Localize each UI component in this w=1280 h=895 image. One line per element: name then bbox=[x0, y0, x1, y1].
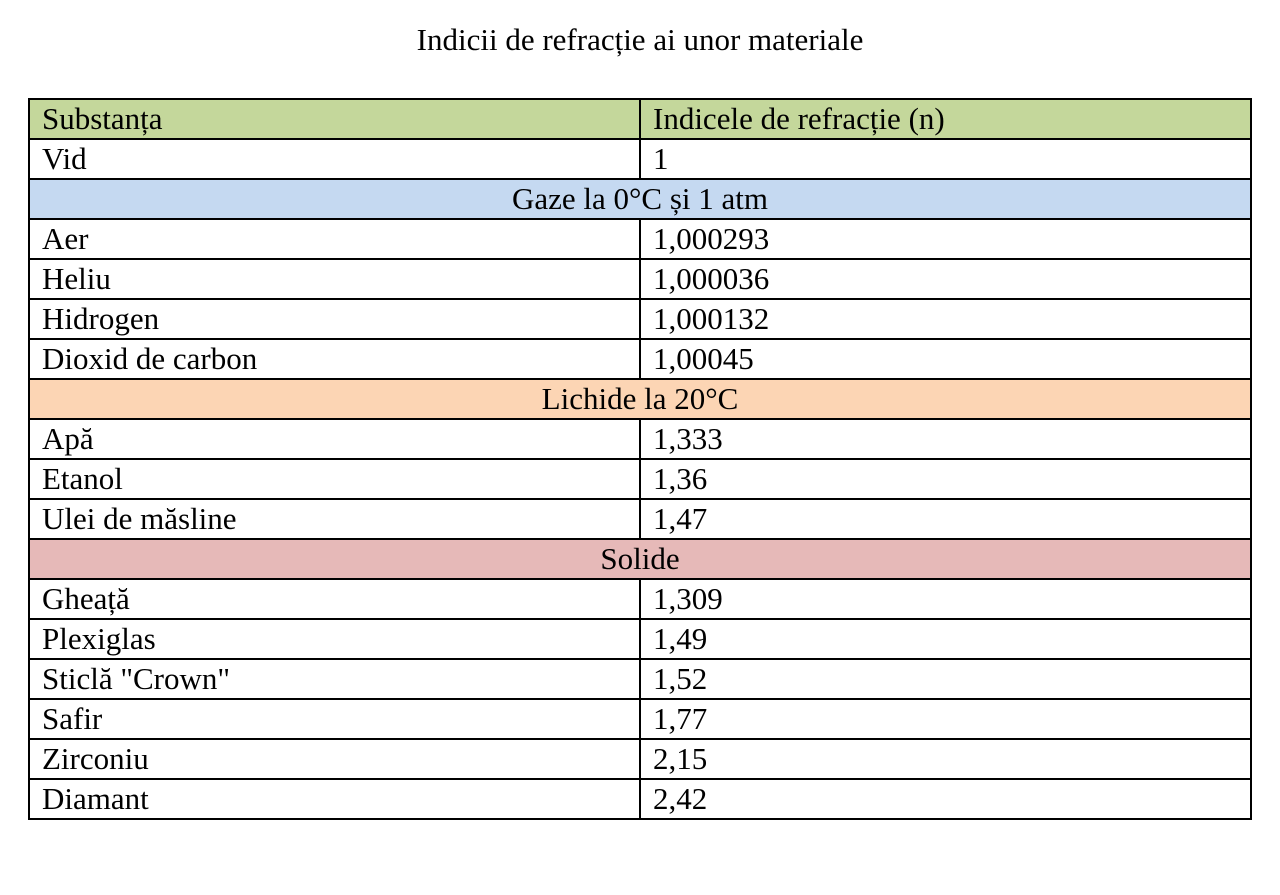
table-row: Aer 1,000293 bbox=[28, 218, 1252, 260]
section-label: Lichide la 20°C bbox=[28, 378, 1252, 420]
refractive-index-cell: 1,00045 bbox=[639, 338, 1252, 380]
refractive-index-cell: 1,000293 bbox=[639, 218, 1252, 260]
refractive-index-cell: 1,47 bbox=[639, 498, 1252, 540]
substance-cell: Sticlă "Crown" bbox=[28, 658, 641, 700]
table-row: Etanol 1,36 bbox=[28, 458, 1252, 500]
table-row: Gheață 1,309 bbox=[28, 578, 1252, 620]
header-refractive-index: Indicele de refracție (n) bbox=[639, 98, 1252, 140]
refractive-index-cell: 1 bbox=[639, 138, 1252, 180]
refractive-index-cell: 1,000036 bbox=[639, 258, 1252, 300]
table-row: Heliu 1,000036 bbox=[28, 258, 1252, 300]
substance-cell: Etanol bbox=[28, 458, 641, 500]
refractive-index-cell: 1,000132 bbox=[639, 298, 1252, 340]
refractive-index-table: Substanța Indicele de refracție (n) Vid 1… bbox=[28, 98, 1252, 820]
refractive-index-cell: 1,49 bbox=[639, 618, 1252, 660]
table-row: Vid 1 bbox=[28, 138, 1252, 180]
table-row: Hidrogen 1,000132 bbox=[28, 298, 1252, 340]
table-row: Zirconiu 2,15 bbox=[28, 738, 1252, 780]
table-row: Sticlă "Crown" 1,52 bbox=[28, 658, 1252, 700]
substance-cell: Heliu bbox=[28, 258, 641, 300]
refractive-index-cell: 1,52 bbox=[639, 658, 1252, 700]
table-row: Safir 1,77 bbox=[28, 698, 1252, 740]
section-row: Lichide la 20°C bbox=[28, 378, 1252, 420]
table-title: Indicii de refracție ai unor materiale bbox=[416, 22, 864, 57]
section-row: Gaze la 0°C și 1 atm bbox=[28, 178, 1252, 220]
substance-cell: Aer bbox=[28, 218, 641, 260]
substance-cell: Plexiglas bbox=[28, 618, 641, 660]
substance-cell: Dioxid de carbon bbox=[28, 338, 641, 380]
refractive-index-cell: 1,309 bbox=[639, 578, 1252, 620]
section-label: Solide bbox=[28, 538, 1252, 580]
substance-cell: Diamant bbox=[28, 778, 641, 820]
table-row: Diamant 2,42 bbox=[28, 778, 1252, 820]
table-row: Ulei de măsline 1,47 bbox=[28, 498, 1252, 540]
table-row: Plexiglas 1,49 bbox=[28, 618, 1252, 660]
substance-cell: Safir bbox=[28, 698, 641, 740]
table-body: Substanța Indicele de refracție (n) Vid 1… bbox=[28, 98, 1252, 820]
substance-cell: Apă bbox=[28, 418, 641, 460]
refractive-index-cell: 1,36 bbox=[639, 458, 1252, 500]
substance-cell: Ulei de măsline bbox=[28, 498, 641, 540]
table-row: Apă 1,333 bbox=[28, 418, 1252, 460]
table-header-row: Substanța Indicele de refracție (n) bbox=[28, 98, 1252, 140]
section-row: Solide bbox=[28, 538, 1252, 580]
refractive-index-cell: 1,77 bbox=[639, 698, 1252, 740]
substance-cell: Zirconiu bbox=[28, 738, 641, 780]
refractive-index-cell: 2,42 bbox=[639, 778, 1252, 820]
substance-cell: Hidrogen bbox=[28, 298, 641, 340]
header-substance: Substanța bbox=[28, 98, 641, 140]
substance-cell: Gheață bbox=[28, 578, 641, 620]
substance-cell: Vid bbox=[28, 138, 641, 180]
table-row: Dioxid de carbon 1,00045 bbox=[28, 338, 1252, 380]
refractive-index-cell: 2,15 bbox=[639, 738, 1252, 780]
section-label: Gaze la 0°C și 1 atm bbox=[28, 178, 1252, 220]
refractive-index-cell: 1,333 bbox=[639, 418, 1252, 460]
